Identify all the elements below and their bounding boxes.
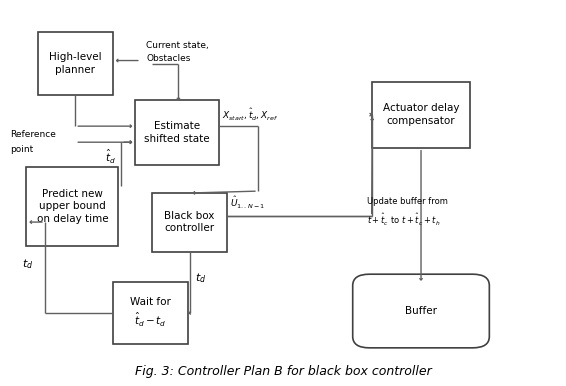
FancyBboxPatch shape — [27, 167, 118, 246]
Text: Fig. 3: Controller Plan B for black box controller: Fig. 3: Controller Plan B for black box … — [135, 365, 431, 378]
Text: Update buffer from: Update buffer from — [367, 197, 448, 206]
FancyBboxPatch shape — [353, 274, 490, 348]
Text: Predict new
upper bound
on delay time: Predict new upper bound on delay time — [37, 189, 108, 223]
Text: High-level
planner: High-level planner — [49, 52, 101, 75]
Text: $t_d$: $t_d$ — [195, 271, 207, 285]
FancyBboxPatch shape — [372, 81, 470, 148]
Text: Wait for
$\hat{t}_d - t_d$: Wait for $\hat{t}_d - t_d$ — [130, 297, 171, 329]
FancyBboxPatch shape — [135, 100, 219, 165]
FancyBboxPatch shape — [37, 32, 113, 95]
Text: Reference: Reference — [10, 130, 55, 139]
FancyBboxPatch shape — [152, 193, 227, 252]
Text: Estimate
shifted state: Estimate shifted state — [144, 121, 210, 144]
Text: $t_d$: $t_d$ — [23, 257, 34, 271]
Text: point: point — [10, 145, 33, 154]
Text: $\hat{t}_d$: $\hat{t}_d$ — [105, 148, 115, 166]
Text: Actuator delay
compensator: Actuator delay compensator — [383, 103, 459, 126]
Text: Obstacles: Obstacles — [147, 54, 191, 63]
Text: Current state,: Current state, — [147, 41, 209, 50]
Text: $\hat{U}_{1..N-1}$: $\hat{U}_{1..N-1}$ — [230, 195, 265, 211]
Text: Black box
controller: Black box controller — [164, 211, 215, 234]
Text: $t+\hat{t}_c$ to $t+\hat{t}_c+t_h$: $t+\hat{t}_c$ to $t+\hat{t}_c+t_h$ — [367, 212, 440, 229]
FancyBboxPatch shape — [113, 282, 188, 344]
Text: Buffer: Buffer — [405, 306, 437, 316]
Text: $X_{start}, \hat{t}_d, X_{ref}$: $X_{start}, \hat{t}_d, X_{ref}$ — [222, 107, 278, 123]
